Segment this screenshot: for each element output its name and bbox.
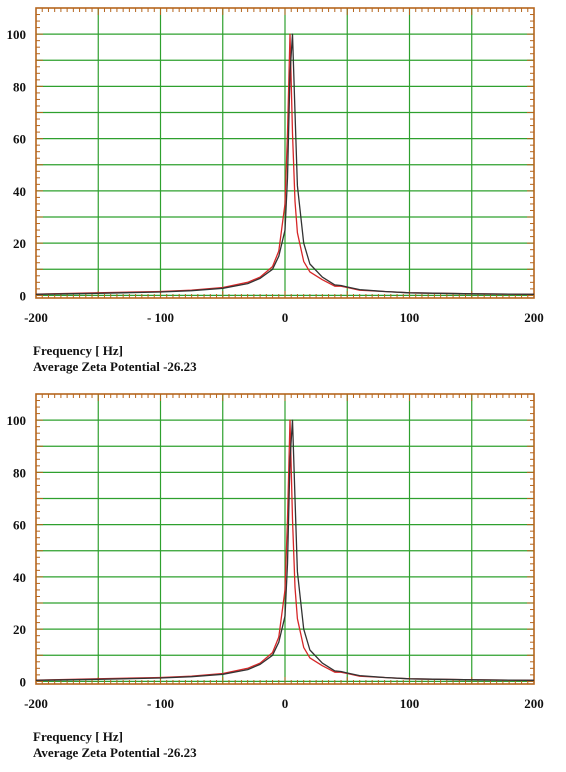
x-tick-label: 0 bbox=[282, 696, 289, 711]
chart-2: 0 20 40 60 80 100 -200 - 100 0 100 200 bbox=[7, 393, 544, 711]
y-tick-label: 100 bbox=[7, 413, 27, 428]
x-tick-label: 100 bbox=[400, 310, 420, 325]
y-tick-label: 100 bbox=[7, 27, 27, 42]
chart-panel-2: 0 20 40 60 80 100 -200 - 100 0 100 200 Frequency [… bbox=[0, 386, 566, 772]
y-tick-label: 0 bbox=[20, 674, 27, 689]
x-axis-title: Frequency [ Hz] bbox=[33, 343, 124, 358]
series-line-2 bbox=[35, 33, 535, 295]
y-tick-label: 40 bbox=[13, 570, 26, 585]
y-tick-label: 0 bbox=[20, 288, 27, 303]
x-tick-label: - 100 bbox=[147, 310, 174, 325]
chart-subtitle: Average Zeta Potential -26.23 bbox=[33, 745, 197, 760]
x-tick-label: -200 bbox=[24, 310, 48, 325]
y-tick-label: 80 bbox=[13, 79, 26, 94]
x-tick-label: - 100 bbox=[147, 696, 174, 711]
plot-frame bbox=[35, 393, 535, 685]
x-tick-label: 0 bbox=[282, 310, 289, 325]
plot-frame bbox=[35, 7, 535, 299]
x-axis-title: Frequency [ Hz] bbox=[33, 729, 124, 744]
y-tick-label: 40 bbox=[13, 184, 26, 199]
y-tick-label: 20 bbox=[13, 236, 26, 251]
y-tick-label: 80 bbox=[13, 465, 26, 480]
x-tick-label: 200 bbox=[524, 310, 544, 325]
chart-subtitle: Average Zeta Potential -26.23 bbox=[33, 359, 197, 374]
chart-panel-1: 0 20 40 60 80 100 -200 - 100 0 100 200 Frequency [… bbox=[7, 7, 544, 374]
x-tick-label: 100 bbox=[400, 696, 420, 711]
y-tick-label: 60 bbox=[13, 132, 26, 147]
chart-1: 0 20 40 60 80 100 -200 - 100 0 100 200 bbox=[7, 7, 544, 325]
x-tick-label: 200 bbox=[524, 696, 544, 711]
y-tick-label: 60 bbox=[13, 518, 26, 533]
series-line-2 bbox=[35, 419, 535, 681]
y-tick-label: 20 bbox=[13, 622, 26, 637]
x-tick-label: -200 bbox=[24, 696, 48, 711]
